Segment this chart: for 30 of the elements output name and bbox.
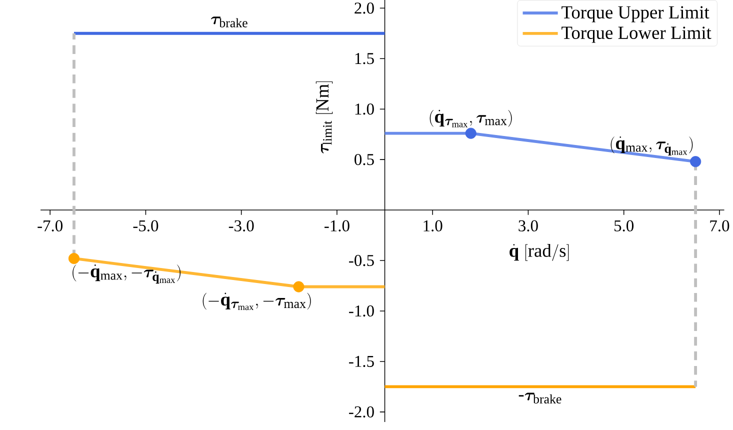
annotation: $(\dot{\mathbf{q}}_{\bm{\tau}_{\mathrm{max}}}, \bm{\tau}_{\mathrm{max}})$ [430,110,512,128]
point [293,281,304,292]
annotation: $(-\dot{\mathbf{q}}_{\bm{\tau}_{\mathrm{max}}}, -\bm{\tau}_{\mathrm{max}})$ [202,292,311,310]
y-tick-label: 1.0 [355,103,374,115]
annotation: $\bm{\tau}_{\mathrm{brake}}$ [210,16,248,28]
legend-label: Torque Lower Limit [562,26,712,43]
x-tick-label: 3.0 [518,220,538,232]
x-tick-label: -3.0 [228,220,254,232]
x-tick-label: 7.0 [710,220,730,232]
y-tick-label: -0.5 [349,254,374,266]
x-tick-label: 1.0 [424,220,442,232]
x-tick-label: -1.0 [324,220,350,232]
point [690,156,702,167]
y-tick-label: -2.0 [349,406,374,418]
annotation: $\mbox{-}\bm{\tau}_{\mathrm{brake}}$ [518,392,562,404]
x-tick-label: -7.0 [38,220,63,232]
annotation: $(-\dot{\mathbf{q}}_{\mathrm{max}}, -\bm{\tau}_{\dot{\mathbf{q}}_{\mathrm{max}}})$ [72,264,181,284]
y-tick-label: 2.0 [354,2,374,14]
x-tick-label: 5.0 [614,220,634,232]
x-tick-label: -5.0 [133,220,158,232]
annotation: $(\dot{\mathbf{q}}_{\mathrm{max}}, \bm{\tau}_{\dot{\mathbf{q}}_{\mathrm{max}}})$ [610,136,693,156]
x-axis-title: $\dot{\mathbf{q}}\ [\mathrm{rad/s}]$ [510,244,569,261]
y-axis-title: $\bm{\tau}_{\mathrm{limit}}\ [\mathrm{Nm}]$ [316,81,333,154]
y-tick-label: -1.0 [349,305,374,316]
y-tick-label: -1.5 [349,356,374,367]
point [465,128,476,139]
y-tick-label: 1.5 [355,52,374,64]
legend-label: Torque Upper Limit [562,6,710,22]
y-tick-label: 0.5 [354,154,374,166]
point [68,252,80,264]
